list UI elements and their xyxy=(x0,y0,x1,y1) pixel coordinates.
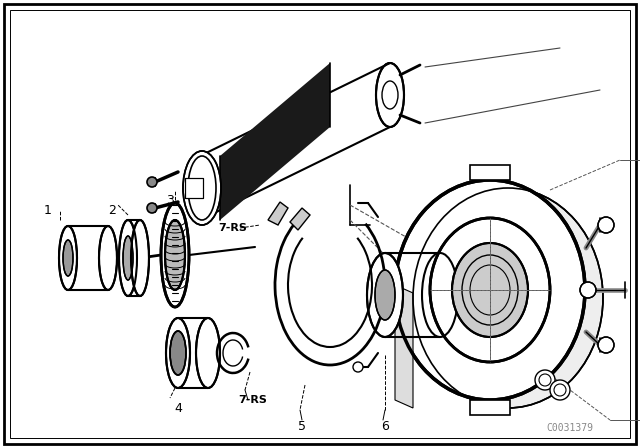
Text: 5: 5 xyxy=(298,419,306,432)
Ellipse shape xyxy=(147,177,157,187)
Ellipse shape xyxy=(580,282,596,298)
Ellipse shape xyxy=(147,203,157,213)
Ellipse shape xyxy=(367,253,403,337)
Circle shape xyxy=(353,362,363,372)
Polygon shape xyxy=(220,63,330,220)
Ellipse shape xyxy=(375,270,395,320)
Ellipse shape xyxy=(550,380,570,400)
Ellipse shape xyxy=(161,203,189,307)
Ellipse shape xyxy=(166,318,190,388)
Polygon shape xyxy=(470,400,510,415)
Ellipse shape xyxy=(131,220,149,296)
Ellipse shape xyxy=(170,331,186,375)
Ellipse shape xyxy=(430,218,550,362)
Ellipse shape xyxy=(123,236,133,280)
Bar xyxy=(185,178,203,198)
Ellipse shape xyxy=(598,337,614,353)
Ellipse shape xyxy=(183,151,221,225)
Text: 7-RS: 7-RS xyxy=(238,395,267,405)
Ellipse shape xyxy=(395,180,585,400)
Polygon shape xyxy=(290,208,310,230)
Ellipse shape xyxy=(413,188,603,408)
Ellipse shape xyxy=(452,243,528,337)
Ellipse shape xyxy=(376,63,404,127)
Ellipse shape xyxy=(598,217,614,233)
Ellipse shape xyxy=(59,226,77,290)
Text: 1: 1 xyxy=(44,203,52,216)
Polygon shape xyxy=(395,285,413,408)
Ellipse shape xyxy=(186,156,214,220)
Ellipse shape xyxy=(99,226,117,290)
Text: 7-RS: 7-RS xyxy=(218,223,247,233)
Ellipse shape xyxy=(63,240,73,276)
Text: 4: 4 xyxy=(174,401,182,414)
Ellipse shape xyxy=(165,220,185,290)
Polygon shape xyxy=(470,165,510,180)
Text: 2: 2 xyxy=(108,203,116,216)
Ellipse shape xyxy=(196,318,220,388)
Bar xyxy=(185,178,203,198)
Text: 6: 6 xyxy=(381,419,389,432)
Text: C0031379: C0031379 xyxy=(547,423,593,433)
Text: 3: 3 xyxy=(166,194,174,207)
Polygon shape xyxy=(268,202,288,225)
Ellipse shape xyxy=(119,220,137,296)
Ellipse shape xyxy=(535,370,555,390)
